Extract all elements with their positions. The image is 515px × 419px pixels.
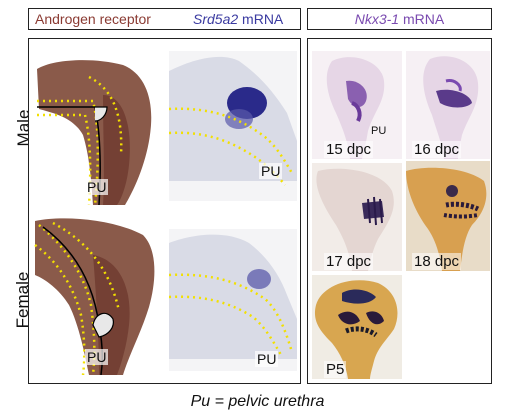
image-nkx-18dpc	[406, 161, 490, 271]
label-pu-nkx-15dpc: PU	[371, 125, 387, 137]
header-nkx3-1: Nkx3-1 mRNA	[355, 11, 444, 27]
panel-nkx3-1: PU 15 dpc 16 dpc 17 dpc 18 dpc	[307, 38, 492, 384]
age-label-16dpc: 16 dpc	[412, 141, 462, 158]
label-pu-female-srd: PU	[255, 351, 279, 367]
image-male-androgen-receptor	[33, 55, 161, 205]
header-srd5a2-gene: Srd5a2	[193, 11, 239, 27]
header-right: Nkx3-1 mRNA	[307, 8, 492, 30]
panel-androgen-srd5a2: PU PU PU	[28, 38, 301, 384]
age-label-17dpc: 17 dpc	[324, 253, 374, 270]
footnote: Pu = pelvic urethra	[190, 393, 325, 410]
label-pu-male-srd: PU	[259, 163, 283, 179]
age-label-18dpc: 18 dpc	[412, 253, 462, 270]
header-nkx3-1-mrna: mRNA	[399, 11, 445, 27]
image-female-srd5a2	[169, 229, 297, 371]
header-nkx3-1-gene: Nkx3-1	[354, 11, 400, 27]
header-srd5a2: Srd5a2 mRNA	[193, 9, 283, 29]
age-label-p5: P5	[324, 361, 347, 378]
header-left: Androgen receptor Srd5a2 mRNA	[28, 8, 301, 30]
label-pu-female-ar: PU	[85, 349, 109, 365]
age-label-15dpc: 15 dpc	[324, 141, 374, 158]
image-female-androgen-receptor	[33, 215, 161, 375]
label-pu-male-ar: PU	[85, 179, 109, 195]
header-srd5a2-mrna: mRNA	[238, 11, 284, 27]
header-androgen-receptor: Androgen receptor	[35, 11, 151, 27]
